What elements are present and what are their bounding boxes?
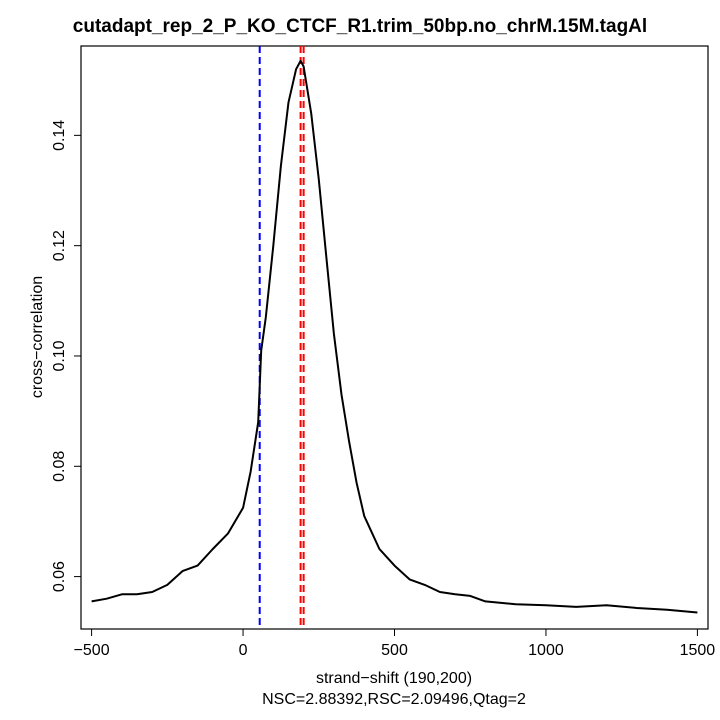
y-axis: 0.06 0.08 0.10 0.12 0.14 [51, 120, 81, 592]
y-tick-label: 0.10 [51, 340, 68, 371]
x-tick-label: −500 [74, 642, 110, 659]
x-axis-label: strand−shift (190,200) [316, 670, 472, 687]
chart-title: cutadapt_rep_2_P_KO_CTCF_R1.trim_50bp.no… [73, 16, 647, 37]
chart-subtitle: NSC=2.88392,RSC=2.09496,Qtag=2 [262, 691, 526, 708]
series-line [91, 59, 698, 614]
plot-frame [80, 45, 709, 630]
reference-lines [258, 46, 305, 629]
x-axis: −500 0 500 1000 1500 [74, 629, 716, 659]
y-tick-label: 0.06 [51, 561, 68, 592]
series-group [91, 59, 698, 614]
y-tick-label: 0.08 [51, 451, 68, 482]
x-tick-label: 500 [381, 642, 408, 659]
y-tick-label: 0.14 [51, 120, 68, 151]
x-tick-label: 0 [239, 642, 248, 659]
y-axis-label: cross−correlation [29, 276, 46, 398]
y-tick-label: 0.12 [51, 230, 68, 261]
x-tick-label: 1500 [680, 642, 716, 659]
x-tick-label: 1000 [528, 642, 564, 659]
